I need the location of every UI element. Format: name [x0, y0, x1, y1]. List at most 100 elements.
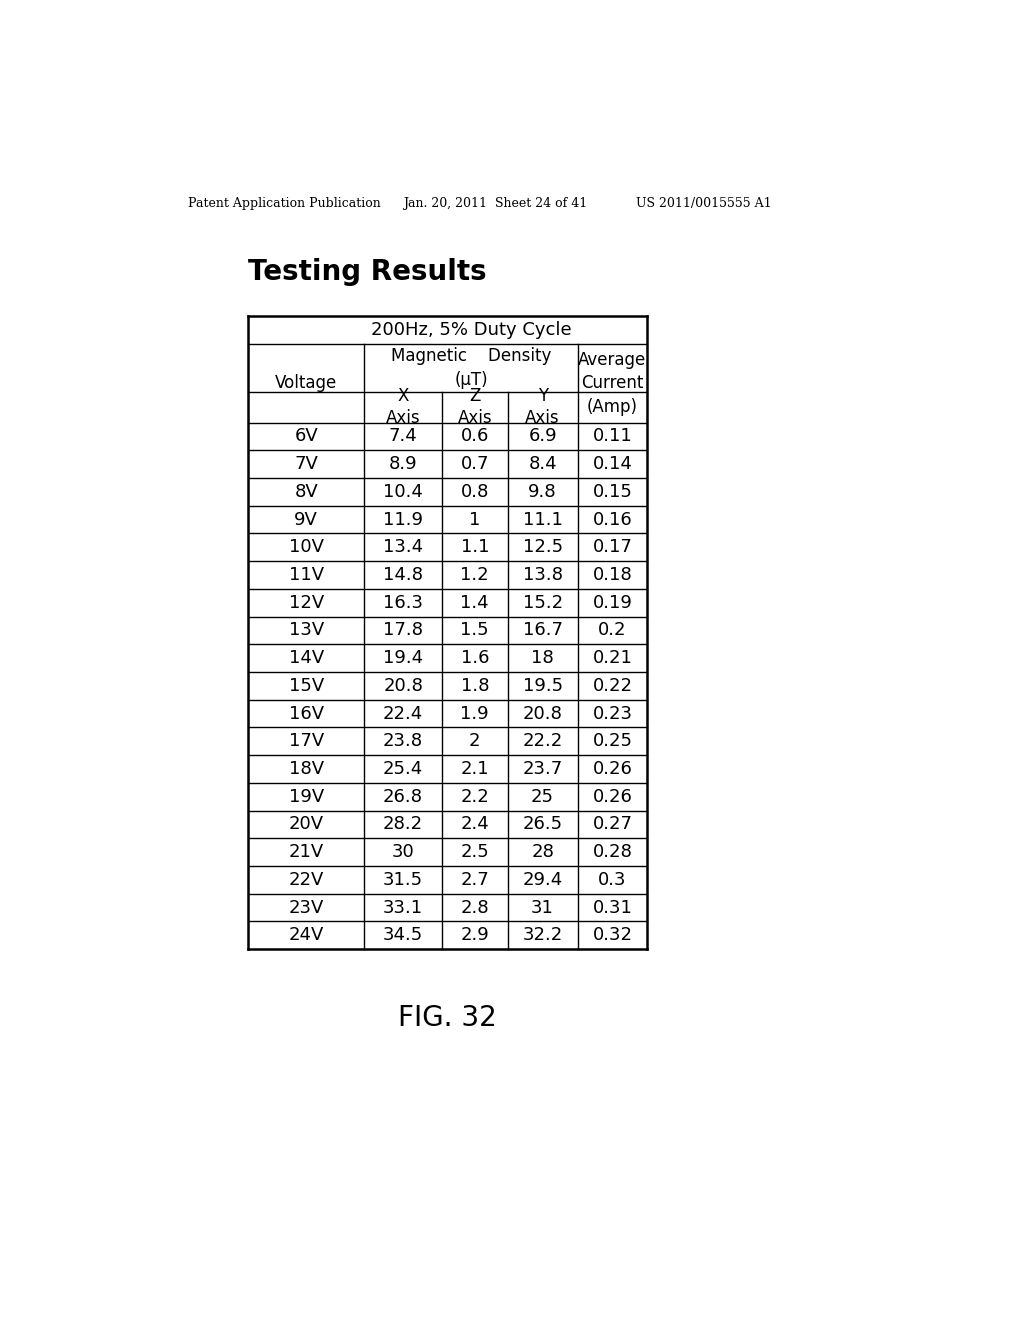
Text: 1.8: 1.8: [461, 677, 489, 694]
Text: 20V: 20V: [289, 816, 324, 833]
Text: 1.9: 1.9: [461, 705, 489, 722]
Text: 0.26: 0.26: [593, 760, 632, 777]
Text: Testing Results: Testing Results: [248, 259, 486, 286]
Text: 8.9: 8.9: [389, 455, 418, 473]
Text: 2.8: 2.8: [461, 899, 489, 916]
Text: 7V: 7V: [294, 455, 318, 473]
Text: 17.8: 17.8: [383, 622, 423, 639]
Text: X
Axis: X Axis: [386, 387, 421, 428]
Text: 30: 30: [392, 843, 415, 861]
Text: 1.5: 1.5: [461, 622, 489, 639]
Text: Magnetic    Density
(μT): Magnetic Density (μT): [391, 347, 551, 388]
Text: 25: 25: [531, 788, 554, 805]
Text: Jan. 20, 2011  Sheet 24 of 41: Jan. 20, 2011 Sheet 24 of 41: [403, 197, 588, 210]
Text: 14V: 14V: [289, 649, 324, 667]
Text: 28.2: 28.2: [383, 816, 423, 833]
Text: 0.21: 0.21: [593, 649, 632, 667]
Text: 0.7: 0.7: [461, 455, 489, 473]
Text: 12.5: 12.5: [522, 539, 562, 556]
Text: 0.23: 0.23: [592, 705, 633, 722]
Text: US 2011/0015555 A1: US 2011/0015555 A1: [636, 197, 771, 210]
Text: 0.18: 0.18: [593, 566, 632, 583]
Text: 0.16: 0.16: [593, 511, 632, 528]
Text: 0.28: 0.28: [593, 843, 632, 861]
Text: 16.3: 16.3: [383, 594, 423, 611]
Text: 20.8: 20.8: [522, 705, 562, 722]
Text: 2.5: 2.5: [461, 843, 489, 861]
Text: 15V: 15V: [289, 677, 324, 694]
Text: 0.31: 0.31: [593, 899, 632, 916]
Text: 200Hz, 5% Duty Cycle: 200Hz, 5% Duty Cycle: [371, 321, 571, 339]
Text: 1: 1: [469, 511, 480, 528]
Text: 2.4: 2.4: [461, 816, 489, 833]
Text: 2: 2: [469, 733, 480, 750]
Text: 15.2: 15.2: [522, 594, 562, 611]
Text: 0.27: 0.27: [592, 816, 633, 833]
Text: 22.2: 22.2: [522, 733, 563, 750]
Text: 1.2: 1.2: [461, 566, 489, 583]
Text: Z
Axis: Z Axis: [458, 387, 493, 428]
Text: 12V: 12V: [289, 594, 324, 611]
Text: 22V: 22V: [289, 871, 324, 888]
Text: Average
Current
(Amp): Average Current (Amp): [579, 351, 646, 416]
Text: 13.4: 13.4: [383, 539, 423, 556]
Text: 2.1: 2.1: [461, 760, 489, 777]
Text: 0.2: 0.2: [598, 622, 627, 639]
Text: 18: 18: [531, 649, 554, 667]
Text: 0.26: 0.26: [593, 788, 632, 805]
Text: 9V: 9V: [294, 511, 318, 528]
Text: Y
Axis: Y Axis: [525, 387, 560, 428]
Text: 11V: 11V: [289, 566, 324, 583]
Text: 2.2: 2.2: [461, 788, 489, 805]
Text: 18V: 18V: [289, 760, 324, 777]
Text: 13.8: 13.8: [522, 566, 562, 583]
Text: 10V: 10V: [289, 539, 324, 556]
Text: 11.9: 11.9: [383, 511, 423, 528]
Text: 21V: 21V: [289, 843, 324, 861]
Text: Voltage: Voltage: [275, 375, 337, 392]
Text: 0.11: 0.11: [593, 428, 632, 445]
Text: 0.19: 0.19: [593, 594, 632, 611]
Text: 19V: 19V: [289, 788, 324, 805]
Text: 0.22: 0.22: [592, 677, 633, 694]
Text: 17V: 17V: [289, 733, 324, 750]
Text: 8V: 8V: [294, 483, 318, 500]
Text: 24V: 24V: [289, 927, 324, 944]
Text: 9.8: 9.8: [528, 483, 557, 500]
Text: 0.25: 0.25: [592, 733, 633, 750]
Text: 10.4: 10.4: [383, 483, 423, 500]
Text: 11.1: 11.1: [522, 511, 562, 528]
Text: 31: 31: [531, 899, 554, 916]
Text: 2.9: 2.9: [461, 927, 489, 944]
Text: 25.4: 25.4: [383, 760, 423, 777]
Text: 23.7: 23.7: [522, 760, 563, 777]
Text: 0.6: 0.6: [461, 428, 489, 445]
Text: 0.3: 0.3: [598, 871, 627, 888]
Text: 32.2: 32.2: [522, 927, 563, 944]
Text: 19.5: 19.5: [522, 677, 562, 694]
Text: 13V: 13V: [289, 622, 324, 639]
Text: 19.4: 19.4: [383, 649, 423, 667]
Text: 20.8: 20.8: [383, 677, 423, 694]
Text: 33.1: 33.1: [383, 899, 423, 916]
Text: 0.32: 0.32: [592, 927, 633, 944]
Text: 31.5: 31.5: [383, 871, 423, 888]
Text: 23V: 23V: [289, 899, 324, 916]
Text: 6V: 6V: [294, 428, 318, 445]
Text: 2.7: 2.7: [461, 871, 489, 888]
Text: 22.4: 22.4: [383, 705, 423, 722]
Text: 23.8: 23.8: [383, 733, 423, 750]
Text: 28: 28: [531, 843, 554, 861]
Text: 29.4: 29.4: [522, 871, 563, 888]
Text: 6.9: 6.9: [528, 428, 557, 445]
Text: Patent Application Publication: Patent Application Publication: [188, 197, 381, 210]
Text: 7.4: 7.4: [389, 428, 418, 445]
Text: 0.15: 0.15: [593, 483, 632, 500]
Text: 1.4: 1.4: [461, 594, 489, 611]
Text: 26.8: 26.8: [383, 788, 423, 805]
Text: 0.8: 0.8: [461, 483, 489, 500]
Text: 0.14: 0.14: [593, 455, 632, 473]
Text: 16V: 16V: [289, 705, 324, 722]
Text: 1.6: 1.6: [461, 649, 489, 667]
Text: 16.7: 16.7: [522, 622, 562, 639]
